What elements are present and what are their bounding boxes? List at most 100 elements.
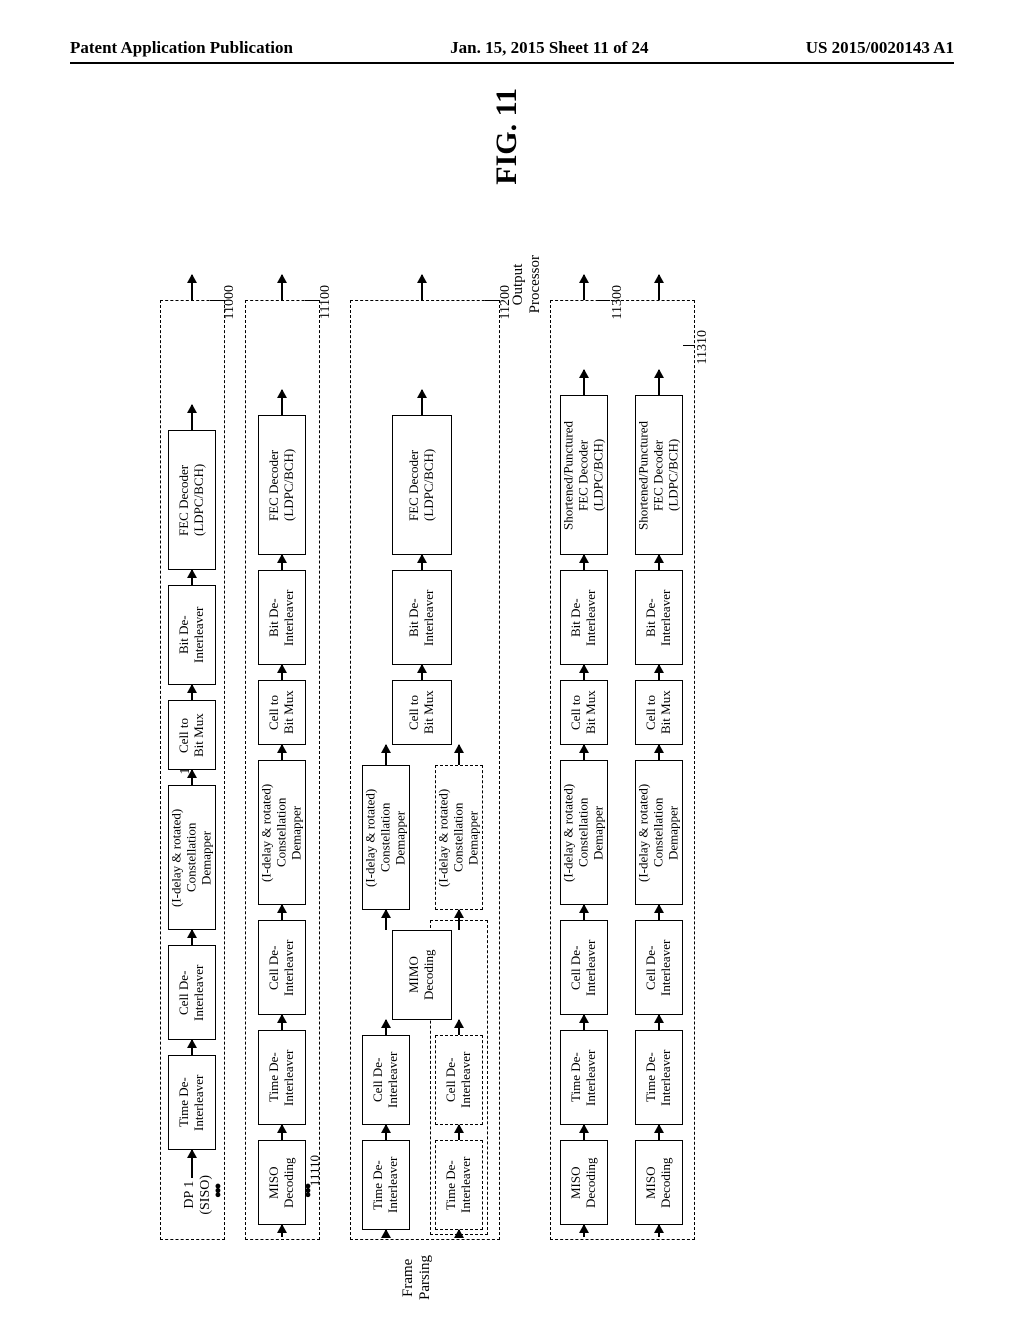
arrow bbox=[421, 390, 423, 415]
ref-11300: 11300 bbox=[610, 285, 626, 319]
fec-1: FEC Decoder(LDPC/BCH) bbox=[168, 430, 216, 570]
bitdeint-3: Bit De-Interleaver bbox=[392, 570, 452, 665]
arrow bbox=[385, 745, 387, 765]
arrow bbox=[583, 555, 585, 570]
time-deint-2: Time De-Interleaver bbox=[258, 1030, 306, 1125]
arrow bbox=[281, 905, 283, 920]
demapper-3a: (I-delay & rotated)ConstellationDemapper bbox=[362, 765, 410, 910]
cell2bit-1: Cell toBit Mux bbox=[168, 700, 216, 770]
cell2bit-2: Cell toBit Mux bbox=[258, 680, 306, 745]
ref-11000: 11000 bbox=[222, 285, 238, 319]
arrow bbox=[458, 1020, 460, 1035]
arrow bbox=[658, 275, 660, 300]
arrow bbox=[281, 1225, 283, 1237]
fec-3: FEC Decoder(LDPC/BCH) bbox=[392, 415, 452, 555]
demapper-pre: (I-delay & rotated)ConstellationDemapper bbox=[560, 760, 608, 905]
arrow bbox=[281, 1125, 283, 1140]
arrow bbox=[658, 745, 660, 760]
arrow bbox=[583, 905, 585, 920]
arrow bbox=[191, 570, 193, 585]
cell-deint-3b: Cell De-Interleaver bbox=[435, 1035, 483, 1125]
arrow bbox=[421, 555, 423, 570]
arrow bbox=[281, 665, 283, 680]
cell-deint-post: Cell De-Interleaver bbox=[635, 920, 683, 1015]
leader bbox=[683, 345, 695, 346]
arrow bbox=[191, 1150, 193, 1178]
bitdeint-pre: Bit De-Interleaver bbox=[560, 570, 608, 665]
header-right: US 2015/0020143 A1 bbox=[806, 38, 954, 58]
cell-deint-1: Cell De-Interleaver bbox=[168, 945, 216, 1040]
cell-deint-pre: Cell De-Interleaver bbox=[560, 920, 608, 1015]
arrow bbox=[281, 390, 283, 415]
arrow bbox=[281, 555, 283, 570]
arrow bbox=[191, 685, 193, 700]
arrow bbox=[583, 1125, 585, 1140]
cell-deint-2: Cell De-Interleaver bbox=[258, 920, 306, 1015]
time-deint-3b: Time De-Interleaver bbox=[435, 1140, 483, 1230]
arrow bbox=[191, 405, 193, 430]
cell2bit-3: Cell toBit Mux bbox=[392, 680, 452, 745]
arrow bbox=[281, 745, 283, 760]
arrow bbox=[583, 665, 585, 680]
cell2bit-post: Cell toBit Mux bbox=[635, 680, 683, 745]
arrow bbox=[583, 275, 585, 300]
arrow bbox=[658, 905, 660, 920]
arrow bbox=[658, 555, 660, 570]
arrow bbox=[583, 370, 585, 395]
demapper-2: (I-delay & rotated)ConstellationDemapper bbox=[258, 760, 306, 905]
arrow bbox=[658, 1225, 660, 1237]
mimo-dec: MIMODecoding bbox=[392, 930, 452, 1020]
leader bbox=[485, 300, 500, 301]
output-processor-label: OutputProcessor bbox=[510, 255, 544, 313]
arrow bbox=[191, 930, 193, 945]
ref-11310: 11310 bbox=[695, 330, 711, 364]
arrow bbox=[458, 1125, 460, 1140]
miso-dec: MISODecoding bbox=[258, 1140, 306, 1225]
arrow bbox=[658, 1125, 660, 1140]
arrow bbox=[458, 1230, 460, 1238]
time-deint-pre: Time De-Interleaver bbox=[560, 1030, 608, 1125]
miso-dec-pre: MISODecoding bbox=[560, 1140, 608, 1225]
arrow bbox=[458, 745, 460, 765]
demapper-1: (I-delay & rotated)ConstellationDemapper bbox=[168, 785, 216, 930]
leader bbox=[210, 300, 225, 301]
miso-dec-post: MISODecoding bbox=[635, 1140, 683, 1225]
arrow bbox=[421, 665, 423, 680]
arrow bbox=[583, 1225, 585, 1237]
frame-parsing-label: FrameParsing bbox=[400, 1255, 434, 1300]
time-deint-post: Time De-Interleaver bbox=[635, 1030, 683, 1125]
ref-11110: 11110 bbox=[307, 1155, 323, 1186]
arrow bbox=[191, 275, 193, 300]
arrow bbox=[658, 665, 660, 680]
ref-11100: 11100 bbox=[318, 285, 334, 319]
demapper-3b: (I-delay & rotated)ConstellationDemapper bbox=[435, 765, 483, 910]
bitdeint-2: Bit De-Interleaver bbox=[258, 570, 306, 665]
arrow bbox=[385, 1020, 387, 1035]
arrow bbox=[421, 275, 423, 300]
arrow bbox=[191, 1040, 193, 1055]
arrow bbox=[385, 1230, 387, 1238]
bitdeint-1: Bit De-Interleaver bbox=[168, 585, 216, 685]
leader bbox=[305, 300, 320, 301]
cell-deint-3a: Cell De-Interleaver bbox=[362, 1035, 410, 1125]
arrow bbox=[191, 770, 193, 785]
demapper-post: (I-delay & rotated)ConstellationDemapper bbox=[635, 760, 683, 905]
bitdeint-post: Bit De-Interleaver bbox=[635, 570, 683, 665]
arrow bbox=[385, 1125, 387, 1140]
diagram-canvas: FIG. 11 11010 11020 11030 11040 11050 11… bbox=[70, 100, 950, 1250]
arrow bbox=[658, 370, 660, 395]
arrow bbox=[281, 1015, 283, 1030]
cell2bit-pre: Cell toBit Mux bbox=[560, 680, 608, 745]
arrow bbox=[583, 1015, 585, 1030]
header-center: Jan. 15, 2015 Sheet 11 of 24 bbox=[450, 38, 648, 58]
arrow bbox=[458, 910, 460, 930]
time-deint-3a: Time De-Interleaver bbox=[362, 1140, 410, 1230]
spfec-post: Shortened/PuncturedFEC Decoder(LDPC/BCH) bbox=[635, 395, 683, 555]
header-rule bbox=[70, 62, 954, 64]
leader bbox=[598, 300, 610, 301]
dots-icon: ••• bbox=[208, 1185, 229, 1198]
header-left: Patent Application Publication bbox=[70, 38, 293, 58]
arrow bbox=[583, 745, 585, 760]
figure-title: FIG. 11 bbox=[490, 88, 524, 185]
spfec-pre: Shortened/PuncturedFEC Decoder(LDPC/BCH) bbox=[560, 395, 608, 555]
